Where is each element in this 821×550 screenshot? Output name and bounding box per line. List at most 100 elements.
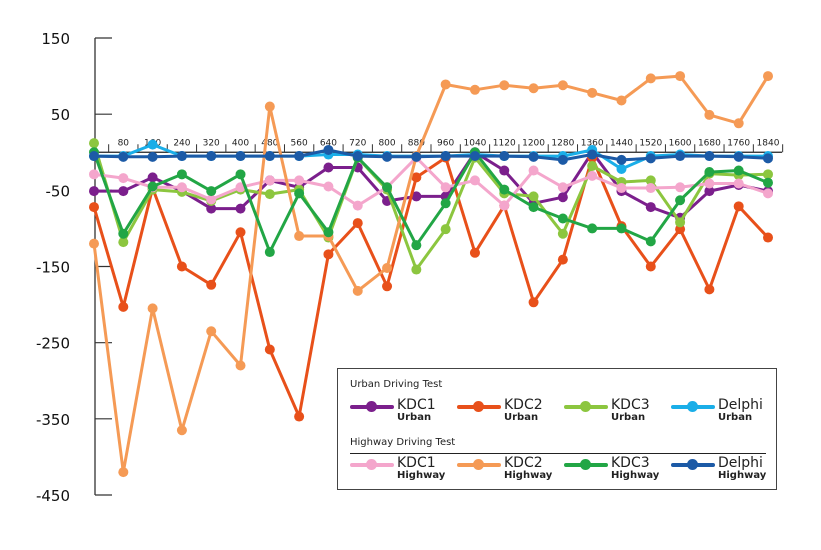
data-point — [352, 285, 363, 296]
series-kdc3-highway — [89, 147, 773, 258]
data-point — [469, 151, 480, 162]
legend-item-kdc3-highway: KDC3 Highway — [564, 455, 664, 485]
data-point — [587, 170, 598, 181]
data-point — [176, 169, 187, 180]
data-point — [206, 151, 217, 162]
data-point — [557, 80, 568, 91]
series-line — [92, 142, 769, 271]
data-point — [763, 71, 773, 82]
x-tick-label: 400 — [232, 138, 249, 148]
data-point — [118, 237, 129, 248]
data-point — [294, 188, 305, 199]
data-point — [733, 118, 744, 129]
data-point — [235, 227, 246, 238]
x-tick-label: 480 — [261, 138, 278, 148]
y-tick-label: -50 — [46, 182, 71, 200]
data-point — [440, 198, 451, 209]
data-point — [294, 175, 305, 186]
legend-sublabel: Highway — [611, 470, 660, 481]
data-point — [440, 79, 451, 90]
data-point — [704, 178, 715, 189]
data-point — [763, 188, 773, 199]
x-tick-label: 1280 — [551, 138, 574, 148]
data-point — [118, 467, 129, 478]
data-point — [528, 165, 539, 176]
series-line — [92, 156, 770, 418]
data-point — [733, 201, 744, 212]
series-line — [92, 150, 769, 254]
data-point — [616, 164, 627, 175]
data-point — [118, 228, 129, 239]
data-point — [411, 240, 422, 251]
data-point — [89, 169, 99, 180]
data-point — [528, 83, 539, 94]
data-point — [704, 186, 715, 197]
data-point — [382, 151, 393, 162]
data-point — [235, 360, 246, 371]
y-tick-label: -450 — [36, 487, 70, 505]
data-point — [176, 261, 187, 272]
legend-label: Delphi — [718, 397, 763, 413]
data-point — [587, 160, 598, 171]
data-point — [645, 183, 656, 194]
legend-marker — [366, 459, 377, 470]
data-point — [352, 151, 363, 162]
legend-separator — [350, 453, 766, 454]
data-point — [147, 151, 158, 162]
data-point — [323, 249, 334, 260]
data-point — [616, 154, 627, 165]
legend-marker — [473, 401, 484, 412]
data-point — [323, 227, 334, 238]
data-point — [206, 194, 217, 205]
legend-marker — [687, 401, 698, 412]
legend-item-kdc1-urban: KDC1 Urban — [350, 397, 450, 427]
legend-group-title-urban: Urban Driving Test — [350, 379, 443, 390]
data-point — [645, 175, 656, 186]
legend-sublabel: Urban — [718, 412, 753, 423]
data-point — [645, 153, 656, 164]
legend-label: KDC3 — [611, 455, 650, 471]
data-point — [235, 203, 246, 214]
data-point — [118, 186, 129, 197]
data-point — [89, 138, 99, 149]
data-point — [499, 200, 510, 211]
legend: Urban Driving Test KDC1 Urban KDC2 Urban KDC… — [337, 368, 777, 490]
data-point — [411, 191, 422, 202]
legend-marker — [687, 459, 698, 470]
data-point — [411, 172, 422, 183]
data-point — [89, 238, 99, 249]
data-point — [557, 213, 568, 224]
x-tick-label: 80 — [118, 138, 130, 148]
legend-label: KDC1 — [397, 397, 436, 413]
data-point — [645, 202, 656, 213]
data-point — [118, 151, 129, 162]
data-point — [587, 223, 598, 234]
data-point — [176, 425, 187, 436]
data-point — [733, 151, 744, 162]
data-point — [763, 177, 773, 188]
data-point — [616, 95, 627, 106]
legend-marker — [580, 459, 591, 470]
series-kdc3-urban — [89, 138, 773, 275]
x-tick-label: 960 — [437, 138, 454, 148]
data-point — [645, 261, 656, 272]
data-point — [235, 151, 246, 162]
x-tick-label: 640 — [320, 138, 337, 148]
data-point — [645, 73, 656, 84]
x-tick-label: 1600 — [669, 138, 692, 148]
x-tick-label: 1200 — [522, 138, 545, 148]
legend-marker — [473, 459, 484, 470]
legend-sublabel: Urban — [397, 412, 432, 423]
data-point — [294, 411, 305, 422]
x-tick-label: 1680 — [698, 138, 721, 148]
legend-item-kdc2-highway: KDC2 Highway — [457, 455, 557, 485]
data-point — [675, 182, 686, 193]
data-point — [382, 281, 393, 292]
y-tick-label: -150 — [36, 259, 70, 277]
data-point — [147, 172, 158, 183]
data-point — [469, 247, 480, 258]
legend-sublabel: Highway — [397, 470, 446, 481]
data-point — [704, 284, 715, 295]
x-tick-label: 560 — [291, 138, 308, 148]
